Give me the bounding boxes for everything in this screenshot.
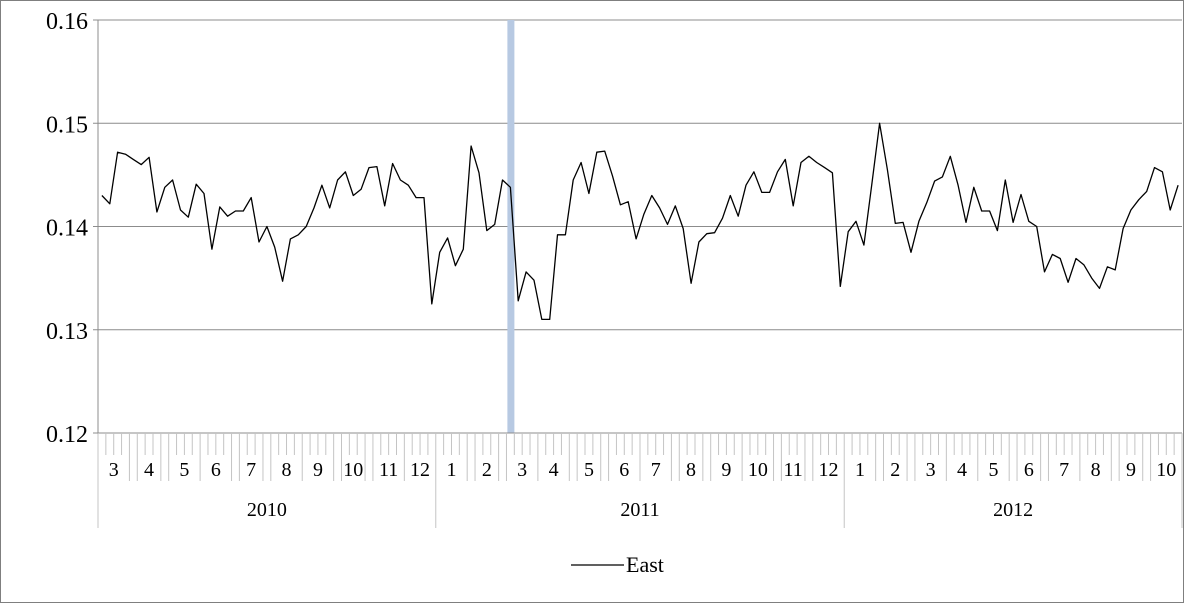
year-label: 2010 (247, 499, 287, 521)
month-label: 3 (926, 459, 936, 481)
month-label: 9 (313, 459, 323, 481)
month-label: 3 (109, 459, 119, 481)
month-label: 11 (784, 459, 803, 481)
month-label: 8 (1091, 459, 1101, 481)
month-label: 2 (482, 459, 492, 481)
month-label: 2 (890, 459, 900, 481)
y-tick-label: 0.16 (46, 9, 88, 35)
month-label: 11 (379, 459, 398, 481)
month-label: 8 (686, 459, 696, 481)
month-label: 8 (282, 459, 292, 481)
month-label: 6 (211, 459, 221, 481)
month-label: 5 (179, 459, 189, 481)
month-label: 9 (721, 459, 731, 481)
y-tick-label: 0.13 (46, 319, 88, 345)
month-label: 6 (619, 459, 629, 481)
month-label: 6 (1024, 459, 1034, 481)
legend-label: East (626, 552, 664, 577)
month-label: 7 (651, 459, 661, 481)
year-label: 2011 (620, 499, 659, 521)
month-label: 1 (446, 459, 456, 481)
month-label: 3 (517, 459, 527, 481)
month-label: 10 (343, 459, 363, 481)
month-label: 7 (1059, 459, 1069, 481)
month-label: 4 (144, 459, 154, 481)
month-label: 10 (748, 459, 768, 481)
month-label: 7 (246, 459, 256, 481)
month-label: 4 (957, 459, 967, 481)
month-label: 1 (855, 459, 865, 481)
y-tick-label: 0.15 (46, 112, 88, 138)
y-tick-label: 0.14 (46, 216, 88, 242)
y-tick-label: 0.12 (46, 422, 88, 448)
month-label: 12 (819, 459, 839, 481)
month-label: 12 (410, 459, 430, 481)
month-label: 9 (1126, 459, 1136, 481)
month-label: 4 (549, 459, 559, 481)
month-label: 5 (988, 459, 998, 481)
month-label: 5 (584, 459, 594, 481)
year-label: 2012 (993, 499, 1033, 521)
month-label: 10 (1156, 459, 1176, 481)
